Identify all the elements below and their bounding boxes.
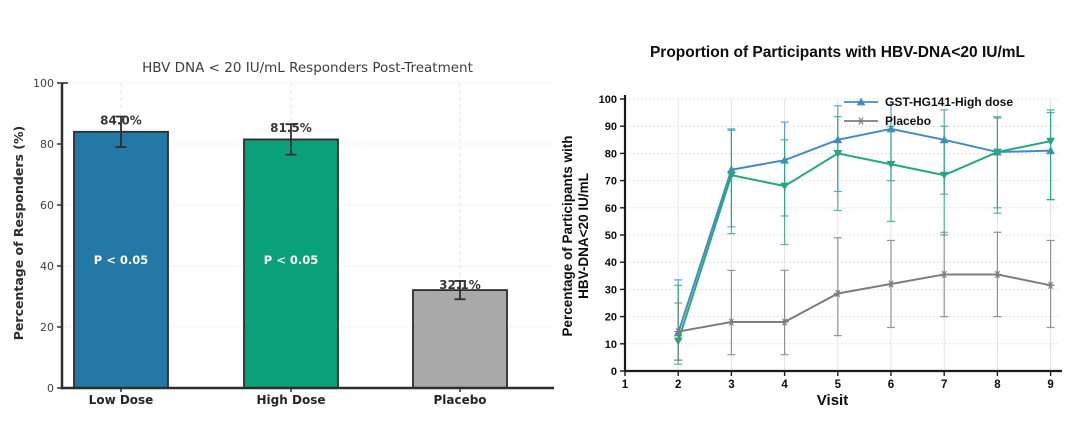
y-tick-label: 10 xyxy=(605,339,617,351)
x-tick-label: 9 xyxy=(1047,379,1053,391)
legend-row: Placebo xyxy=(843,111,1013,130)
y-tick-label: 0 xyxy=(611,366,617,378)
line-chart-ylabel: Percentage of Participants with HBV-DNA<… xyxy=(560,71,594,401)
bar-chart-ylabel: Percentage of Responders (%) xyxy=(11,125,26,341)
error-bar xyxy=(780,139,789,246)
x-tick-label: 3 xyxy=(728,379,734,391)
legend-label: GST-HG141-High dose xyxy=(885,94,1014,109)
x-tick-label: 8 xyxy=(994,379,1001,391)
marker-triangle-down xyxy=(1046,137,1055,146)
y-tick-label: 40 xyxy=(40,260,54,273)
marker-triangle-down xyxy=(833,150,843,158)
marker-triangle-down xyxy=(886,160,896,169)
error-bar xyxy=(727,269,736,356)
bar-chart-title: HBV DNA < 20 IU/mL Responders Post-Treat… xyxy=(142,60,473,76)
bar-value-label: 32.1% xyxy=(439,278,481,292)
y-tick-label: 100 xyxy=(33,77,54,90)
p-value-label: P < 0.05 xyxy=(94,253,148,267)
y-tick-label: 60 xyxy=(605,203,617,215)
marker-triangle-up xyxy=(856,97,866,105)
line-chart-ylabel-line1: Percentage of Participants with xyxy=(560,135,575,337)
bar-plot-area: 84.0% P < 0.05 81.5% P < 0.05 32.1% 0 20 40 60 80… xyxy=(33,77,554,407)
bar-low-dose xyxy=(73,130,169,389)
error-bar xyxy=(780,269,789,356)
legend-row: GST-HG141-High dose xyxy=(843,92,1013,111)
marker-triangle-down xyxy=(780,182,789,191)
error-bar xyxy=(833,237,842,337)
x-tick-label: 5 xyxy=(835,379,842,391)
x-category-label: Low Dose xyxy=(89,393,154,407)
y-tick-label: 70 xyxy=(605,176,617,188)
y-tick-label: 80 xyxy=(40,138,54,151)
marker-star xyxy=(887,280,895,288)
x-tick-label: 7 xyxy=(941,379,947,391)
series-line xyxy=(678,273,1051,333)
p-value-label: P < 0.05 xyxy=(264,253,318,267)
series-line xyxy=(677,127,1051,334)
marker-star xyxy=(1046,281,1055,290)
legend-marker-icon xyxy=(844,116,878,125)
y-tick-label: 20 xyxy=(40,321,54,334)
line-chart-legend: GST-HG141-High dose Placebo xyxy=(843,92,1013,130)
y-tick-label: 100 xyxy=(599,94,617,106)
series-line xyxy=(677,140,1051,342)
error-bar xyxy=(833,116,842,212)
line-chart-title: Proportion of Participants with HBV-DNA<… xyxy=(649,44,1026,61)
x-tick-label: 1 xyxy=(622,379,629,391)
marker-star xyxy=(780,318,789,326)
marker-triangle-down xyxy=(727,171,736,180)
y-tick-label: 80 xyxy=(605,148,617,160)
error-bar xyxy=(1046,239,1055,329)
line-chart-ylabel-line2: HBV-DNA<20 IU/mL xyxy=(576,173,591,299)
marker-star xyxy=(727,318,736,326)
legend-marker-icon xyxy=(844,97,878,105)
x-category-label: High Dose xyxy=(257,393,326,407)
series-Placebo xyxy=(674,231,1055,361)
line-chart-xlabel: Visit xyxy=(816,392,849,409)
y-tick-label: 90 xyxy=(605,121,617,133)
marker-star xyxy=(833,289,842,298)
y-tick-label: 50 xyxy=(605,230,617,242)
error-bar xyxy=(1046,109,1055,201)
x-tick-label: 4 xyxy=(781,379,788,391)
marker-triangle-down xyxy=(939,171,949,180)
marker-star xyxy=(674,327,683,336)
y-tick-label: 0 xyxy=(47,382,54,395)
y-tick-label: 20 xyxy=(605,312,617,324)
line-plot-area: 0 10 20 30 40 50 60 70 80 90 100 1 2 3 4 5 6 7 8 9 xyxy=(599,94,1062,391)
x-category-label: Placebo xyxy=(433,393,486,407)
x-tick-label: 6 xyxy=(888,379,894,391)
error-bar xyxy=(887,125,895,222)
marker-star xyxy=(857,116,865,125)
bar-value-label: 84.0% xyxy=(100,114,142,128)
x-tick-label: 2 xyxy=(675,379,681,391)
y-tick-label: 30 xyxy=(605,284,617,296)
y-tick-label: 60 xyxy=(40,199,54,212)
legend-label: Placebo xyxy=(885,113,932,128)
series-green-1 xyxy=(673,109,1055,365)
bar-value-label: 81.5% xyxy=(270,121,312,135)
marker-star xyxy=(993,270,1002,279)
marker-triangle-down xyxy=(993,148,1002,157)
marker-star xyxy=(940,270,949,279)
y-tick-label: 40 xyxy=(605,257,617,269)
error-bar xyxy=(993,117,1002,214)
error-bar xyxy=(727,129,736,235)
